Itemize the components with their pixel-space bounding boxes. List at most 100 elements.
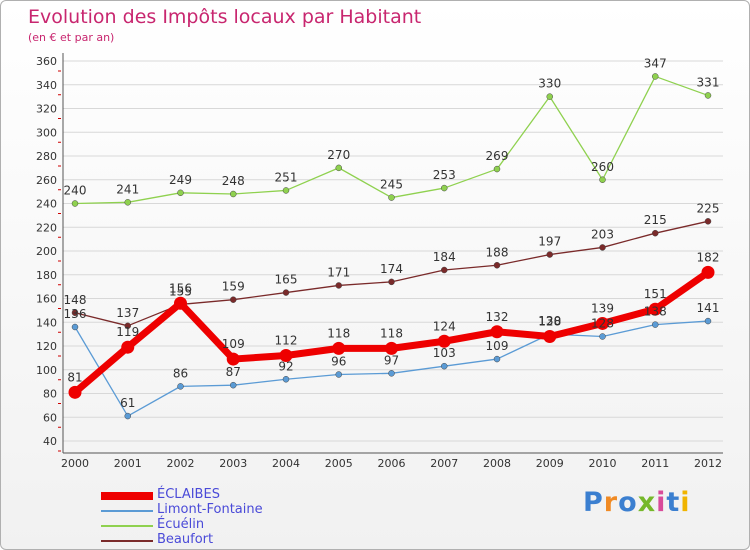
chart-subtitle: (en € et par an) [28,31,115,44]
data-point-limont-fontaine [493,355,501,363]
data-label-limont-fontaine: 97 [384,353,399,367]
legend-swatch [101,510,153,512]
data-label-eclaibes: 118 [327,326,350,340]
data-label-ecuelin: 241 [116,182,139,196]
data-point-beaufort [282,289,290,296]
chart-title: Evolution des Impôts locaux par Habitant [28,6,422,28]
x-tick-label: 2008 [483,457,511,470]
data-point-eclaibes [543,330,557,343]
data-label-eclaibes: 132 [486,310,509,324]
data-point-ecuelin [441,184,448,192]
y-tick-label: 160 [36,293,57,306]
data-label-limont-fontaine: 141 [697,301,720,315]
y-tick-label: 320 [36,103,57,116]
data-point-limont-fontaine [335,371,342,378]
legend-swatch [101,525,153,527]
data-point-eclaibes [226,352,240,366]
data-point-beaufort [652,229,659,237]
data-label-beaufort: 137 [116,306,139,320]
y-tick-label: 340 [36,79,57,92]
x-tick-label: 2010 [589,457,617,470]
data-point-beaufort [124,322,131,330]
data-label-eclaibes: 139 [591,301,614,315]
data-point-limont-fontaine [652,321,659,328]
data-label-ecuelin: 245 [380,178,403,192]
data-point-ecuelin [230,190,237,198]
x-tick-label: 2006 [378,457,406,470]
data-label-eclaibes: 109 [222,337,245,351]
data-point-limont-fontaine [282,376,290,383]
x-tick-label: 2009 [536,457,564,470]
data-label-beaufort: 225 [697,201,720,215]
y-tick-label: 140 [36,316,57,329]
data-point-ecuelin [335,164,342,172]
data-label-beaufort: 159 [222,280,245,294]
data-point-beaufort [441,266,448,274]
y-tick-label: 180 [36,269,57,282]
data-label-ecuelin: 260 [591,160,614,174]
data-label-beaufort: 155 [169,284,192,298]
x-tick-label: 2004 [272,457,300,470]
y-tick-label: 80 [43,388,57,401]
data-point-limont-fontaine [388,370,395,377]
data-label-ecuelin: 240 [64,184,87,198]
x-tick-label: 2003 [219,457,247,470]
y-tick-label: 300 [36,126,57,139]
data-point-ecuelin [71,200,79,207]
data-point-ecuelin [546,93,553,100]
data-label-limont-fontaine: 109 [486,339,509,353]
y-tick-label: 120 [36,340,57,353]
y-tick-label: 260 [36,174,57,187]
data-point-ecuelin [282,187,290,194]
data-label-ecuelin: 270 [327,148,350,162]
logo-letter: P [583,487,604,518]
data-label-eclaibes: 118 [380,326,403,340]
data-point-eclaibes [121,340,135,354]
legend-swatch [101,492,153,500]
x-tick-label: 2001 [114,457,142,470]
data-label-eclaibes: 81 [67,370,82,384]
legend-label: ÉCLAIBES [157,487,220,502]
data-point-beaufort [335,282,342,289]
data-label-ecuelin: 331 [697,75,720,89]
y-tick-label: 100 [36,364,57,377]
data-point-eclaibes [490,325,504,339]
data-label-beaufort: 203 [591,227,614,241]
data-point-ecuelin [493,165,501,173]
data-label-beaufort: 148 [64,293,87,307]
data-point-beaufort [546,251,553,258]
y-tick-label: 60 [43,411,57,424]
data-label-ecuelin: 269 [486,149,509,163]
data-point-ecuelin [124,199,131,206]
data-label-limont-fontaine: 92 [278,359,293,373]
data-point-ecuelin [177,189,184,197]
data-label-eclaibes: 119 [116,325,139,339]
data-label-limont-fontaine: 138 [644,305,667,319]
data-label-limont-fontaine: 96 [331,355,346,369]
y-tick-label: 360 [36,55,57,68]
y-tick-label: 220 [36,221,57,234]
data-point-eclaibes [332,341,346,355]
logo-letter: r [603,487,619,518]
data-label-limont-fontaine: 103 [433,346,456,360]
data-point-beaufort [71,309,79,316]
data-label-ecuelin: 330 [538,77,561,91]
data-point-limont-fontaine [441,362,448,370]
data-label-eclaibes: 151 [644,287,667,301]
data-point-eclaibes [68,385,82,399]
data-label-beaufort: 215 [644,213,667,227]
data-label-beaufort: 197 [538,235,561,249]
x-tick-label: 2012 [694,457,722,470]
data-label-eclaibes: 128 [538,315,561,329]
data-label-ecuelin: 347 [644,56,667,70]
logo-letter: o [618,487,638,518]
data-label-beaufort: 171 [327,265,350,279]
y-tick-label: 40 [43,435,57,448]
legend-label: Beaufort [157,532,214,547]
data-label-beaufort: 165 [275,273,298,287]
data-point-eclaibes [648,302,662,316]
data-point-eclaibes [701,265,715,279]
legend-label: Écuélin [157,517,205,532]
y-tick-label: 240 [36,198,57,211]
